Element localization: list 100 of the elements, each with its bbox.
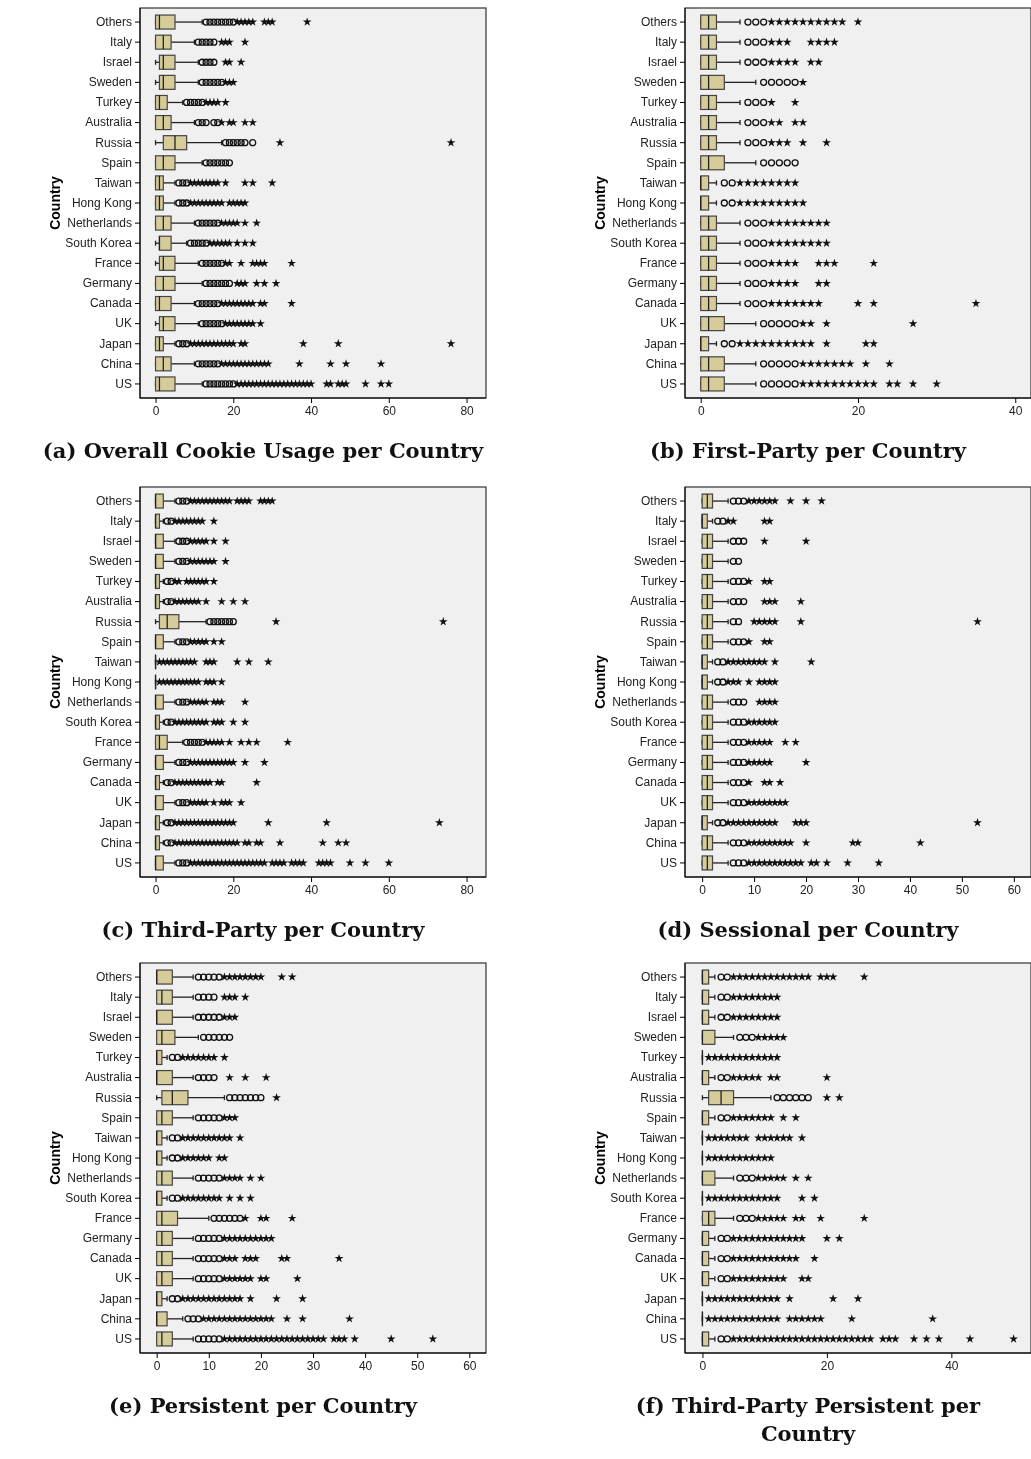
y-tick-label: Australia [630,594,678,609]
x-tick-label: 30 [851,882,866,897]
y-tick-label: US [115,855,132,870]
y-tick-label: Australia [85,594,133,609]
y-tick-label: South Korea [65,715,133,730]
y-tick-label: US [115,376,132,391]
y-tick-label: Sweden [88,75,132,90]
x-tick-label: 80 [460,882,475,897]
y-axis-title: Country [592,1130,608,1185]
y-tick-label: US [660,855,677,870]
y-tick-label: Taiwan [639,175,677,190]
y-tick-label: Canada [634,1251,678,1266]
y-tick-label: Japan [99,815,132,830]
x-tick-label: 0 [699,882,707,897]
x-tick-label: 10 [747,882,762,897]
y-tick-label: Russia [95,1090,133,1105]
y-tick-label: Turkey [640,574,677,589]
y-tick-label: Taiwan [94,175,132,190]
y-axis-title: Country [47,175,63,230]
y-tick-label: Others [640,493,677,508]
y-tick-label: Spain [646,634,677,649]
y-tick-label: Russia [640,614,678,629]
y-tick-label: Others [95,14,132,29]
y-tick-label: Japan [644,815,677,830]
y-tick-label: US [660,1331,677,1346]
y-tick-label: Japan [644,336,677,351]
y-tick-label: UK [115,316,132,331]
x-tick-label: 40 [304,403,319,418]
y-tick-label: Netherlands [612,694,677,709]
y-tick-label: Israel [102,1010,132,1025]
y-tick-label: Turkey [95,95,132,110]
y-tick-label: Japan [644,1291,677,1306]
text: (a) Overall Cookie Usage per Country [42,438,484,463]
y-tick-label: France [94,256,133,271]
text: (f) Third-Party Persistent per Country [635,1393,982,1446]
y-tick-label: UK [660,316,677,331]
y-tick-label: Others [95,493,132,508]
y-tick-label: China [645,356,678,371]
y-tick-label: Japan [99,1291,132,1306]
y-tick-label: France [94,735,133,750]
y-tick-label: Russia [640,1090,678,1105]
y-tick-label: Canada [89,775,133,790]
x-tick-label: 20 [851,403,866,418]
y-tick-label: Taiwan [94,1130,132,1145]
y-tick-label: Hong Kong [616,195,677,210]
y-tick-label: Italy [109,514,132,528]
y-tick-label: Italy [109,35,132,49]
y-axis-title: Country [592,654,608,709]
y-tick-label: France [639,735,678,750]
y-tick-label: Netherlands [612,1170,677,1185]
x-tick-label: 60 [1007,882,1022,897]
y-tick-label: Others [95,969,132,984]
x-tick-label: 20 [254,1358,269,1373]
y-tick-label: Australia [85,1070,133,1085]
y-tick-label: France [639,256,678,271]
y-tick-label: Sweden [88,1030,132,1045]
y-axis-title: Country [592,175,608,230]
x-tick-label: 20 [227,882,241,897]
y-tick-label: Hong Kong [71,1150,132,1165]
y-tick-label: China [100,835,133,850]
y-tick-label: Sweden [633,75,677,90]
y-tick-label: Turkey [95,1050,132,1065]
x-tick-label: 40 [945,1358,959,1373]
y-tick-label: US [115,1331,132,1346]
y-tick-label: Israel [647,55,677,70]
y-tick-label: Spain [646,155,677,170]
x-tick-label: 0 [152,403,160,418]
y-tick-label: Germany [627,276,677,291]
y-tick-label: Italy [654,990,677,1004]
y-tick-label: Hong Kong [71,195,132,210]
x-tick-label: 60 [463,1358,477,1373]
x-tick-label: 60 [382,882,397,897]
x-tick-label: 20 [227,403,241,418]
y-tick-label: Japan [99,336,132,351]
y-tick-label: Italy [654,514,677,528]
y-tick-label: Taiwan [639,1130,677,1145]
x-tick-label: 10 [202,1358,217,1373]
y-tick-label: China [645,1311,678,1326]
text: (b) First-Party per Country [650,438,967,463]
y-tick-label: South Korea [65,1191,133,1206]
y-tick-label: Germany [627,1231,677,1246]
y-tick-label: Italy [654,35,677,49]
y-tick-label: Australia [630,115,678,130]
x-tick-label: 20 [820,1358,835,1373]
text: (d) Sessional per Country [657,917,960,942]
y-tick-label: Spain [646,1110,677,1125]
x-tick-label: 0 [152,882,160,897]
y-tick-label: UK [660,1271,677,1286]
y-tick-label: China [100,1311,133,1326]
y-tick-label: Netherlands [67,215,132,230]
y-tick-label: China [645,835,678,850]
y-tick-label: Hong Kong [616,674,677,689]
x-tick-label: 80 [460,403,475,418]
y-tick-label: France [94,1211,133,1226]
x-tick-label: 30 [306,1358,321,1373]
y-tick-label: South Korea [610,715,678,730]
y-tick-label: South Korea [610,1191,678,1206]
y-tick-label: Hong Kong [616,1150,677,1165]
y-tick-label: US [660,376,677,391]
x-tick-label: 0 [153,1358,161,1373]
